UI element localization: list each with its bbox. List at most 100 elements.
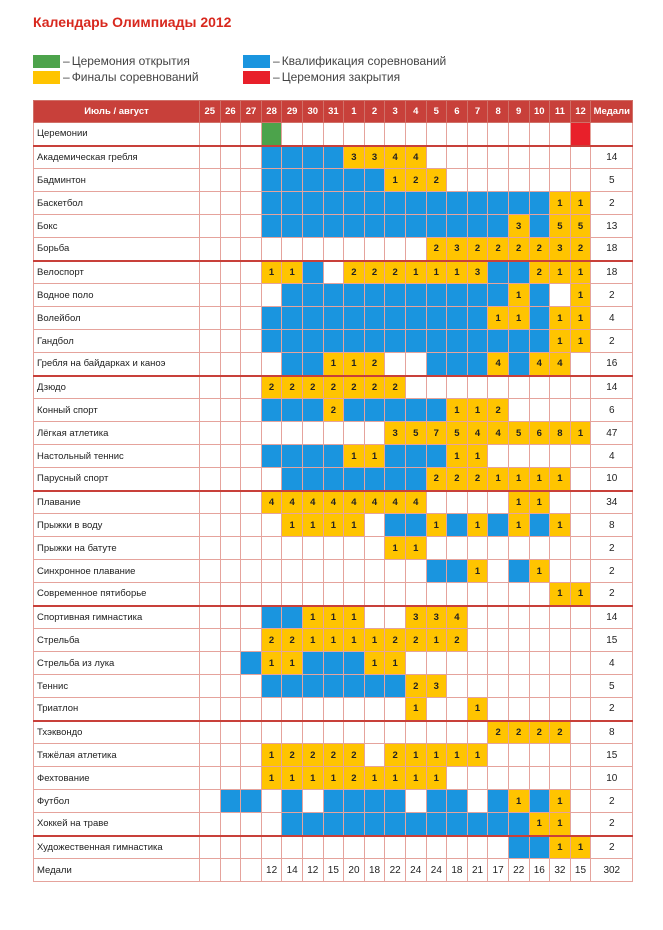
empty-cell: [528, 582, 551, 606]
qualification-cell: [384, 306, 406, 330]
qualification-cell: [322, 191, 345, 215]
final-cell: 1: [507, 513, 530, 537]
empty-cell: [404, 834, 427, 859]
empty-cell: [528, 444, 551, 468]
qualification-cell: [507, 191, 530, 215]
sport-medal-total: 2: [590, 697, 634, 721]
empty-cell: [281, 122, 303, 146]
final-cell: 3: [363, 144, 386, 169]
empty-cell: [569, 467, 592, 491]
qualification-cell: [404, 191, 427, 215]
sport-name: Тяжёлая атлетика: [33, 743, 200, 767]
qualification-cell: [301, 398, 324, 422]
grand-total-medals: 302: [590, 858, 634, 882]
final-cell: 1: [549, 834, 571, 859]
qualification-cell: [343, 651, 365, 675]
empty-cell: [240, 191, 262, 215]
empty-cell: [199, 237, 221, 261]
table-row: Футбол 1 1 2: [33, 789, 634, 813]
empty-cell: [487, 604, 509, 629]
empty-cell: [466, 122, 489, 146]
empty-cell: [549, 743, 571, 767]
empty-cell: [446, 719, 468, 744]
empty-cell: [343, 582, 365, 606]
final-cell: 5: [569, 214, 592, 238]
final-cell: 2: [466, 467, 489, 491]
empty-cell: [507, 628, 530, 652]
final-cell: 4: [384, 144, 406, 169]
empty-cell: [466, 719, 489, 744]
sport-medal-total: 16: [590, 352, 634, 376]
final-cell: 2: [363, 352, 386, 376]
final-cell: 8: [549, 421, 571, 445]
final-cell: 2: [260, 628, 283, 652]
qualification-cell: [281, 306, 303, 330]
empty-cell: [219, 374, 242, 399]
qualification-cell: [301, 283, 324, 307]
final-cell: 1: [466, 444, 489, 468]
empty-cell: [507, 398, 530, 422]
qualification-cell: [260, 168, 283, 192]
sport-name: Теннис: [33, 674, 200, 698]
final-cell: 4: [528, 352, 551, 376]
empty-cell: [363, 122, 386, 146]
sport-name: Хоккей на траве: [33, 812, 200, 836]
empty-cell: [487, 697, 509, 721]
table-row: Триатлон 1 1 2: [33, 697, 634, 721]
empty-cell: [199, 259, 221, 284]
final-cell: 2: [301, 374, 324, 399]
qualification-cell: [301, 144, 324, 169]
header-day-7: 7: [466, 100, 489, 123]
empty-cell: [466, 766, 489, 790]
empty-cell: [384, 122, 406, 146]
qualification-cell: [363, 306, 386, 330]
qualification-cell: [384, 214, 406, 238]
empty-cell: [343, 697, 365, 721]
empty-cell: [322, 122, 345, 146]
empty-cell: [219, 513, 242, 537]
empty-cell: [466, 674, 489, 698]
empty-cell: [199, 582, 221, 606]
sport-medal-total: 18: [590, 237, 634, 261]
empty-cell: [384, 582, 406, 606]
table-row: Прыжки в воду 1 1 1 1 1 1 1 1 8: [33, 513, 634, 537]
qualification-cell: [363, 214, 386, 238]
empty-cell: [199, 628, 221, 652]
empty-cell: [240, 306, 262, 330]
empty-cell: [507, 144, 530, 169]
empty-cell: [219, 259, 242, 284]
empty-cell: [487, 536, 509, 560]
final-cell: 1: [466, 398, 489, 422]
empty-cell: [219, 398, 242, 422]
qualification-cell: [301, 168, 324, 192]
qualification-cell: [322, 214, 345, 238]
empty-cell: [343, 421, 365, 445]
final-cell: 4: [343, 489, 365, 514]
empty-cell: [549, 628, 571, 652]
final-cell: 1: [549, 191, 571, 215]
qualification-cell: [487, 513, 509, 537]
sport-medal-total: 4: [590, 306, 634, 330]
final-cell: 1: [507, 283, 530, 307]
final-cell: 2: [528, 719, 551, 744]
qualification-cell: [322, 283, 345, 307]
table-row: Борьба 2 3 2 2 2 2 3 2 18: [33, 237, 634, 261]
empty-cell: [487, 582, 509, 606]
legend-dash: –: [63, 70, 70, 84]
qualification-cell: [281, 467, 303, 491]
sport-name: Плавание: [33, 489, 200, 514]
final-cell: 1: [281, 513, 303, 537]
qualification-cell: [404, 283, 427, 307]
table-row: Гребля на байдарках и каноэ 1 1 2 4 4 4 16: [33, 352, 634, 376]
empty-cell: [199, 398, 221, 422]
table-row: Современное пятиборье 1 1 2: [33, 582, 634, 606]
empty-cell: [301, 582, 324, 606]
sport-medal-total: 2: [590, 834, 634, 859]
sport-name: Баскетбол: [33, 191, 200, 215]
qualification-cell: [466, 191, 489, 215]
empty-cell: [446, 168, 468, 192]
empty-cell: [528, 674, 551, 698]
qualification-cell: [425, 398, 448, 422]
empty-cell: [240, 168, 262, 192]
qualification-cell: [404, 329, 427, 353]
